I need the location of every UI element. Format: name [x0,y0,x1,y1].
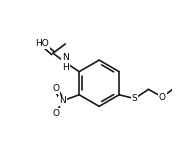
Text: O: O [159,92,166,102]
Text: N
H: N H [62,53,69,72]
Text: HO: HO [35,39,49,48]
Text: O: O [53,84,60,93]
Text: S: S [132,94,137,103]
Text: N: N [59,96,66,105]
Text: O: O [53,109,60,118]
